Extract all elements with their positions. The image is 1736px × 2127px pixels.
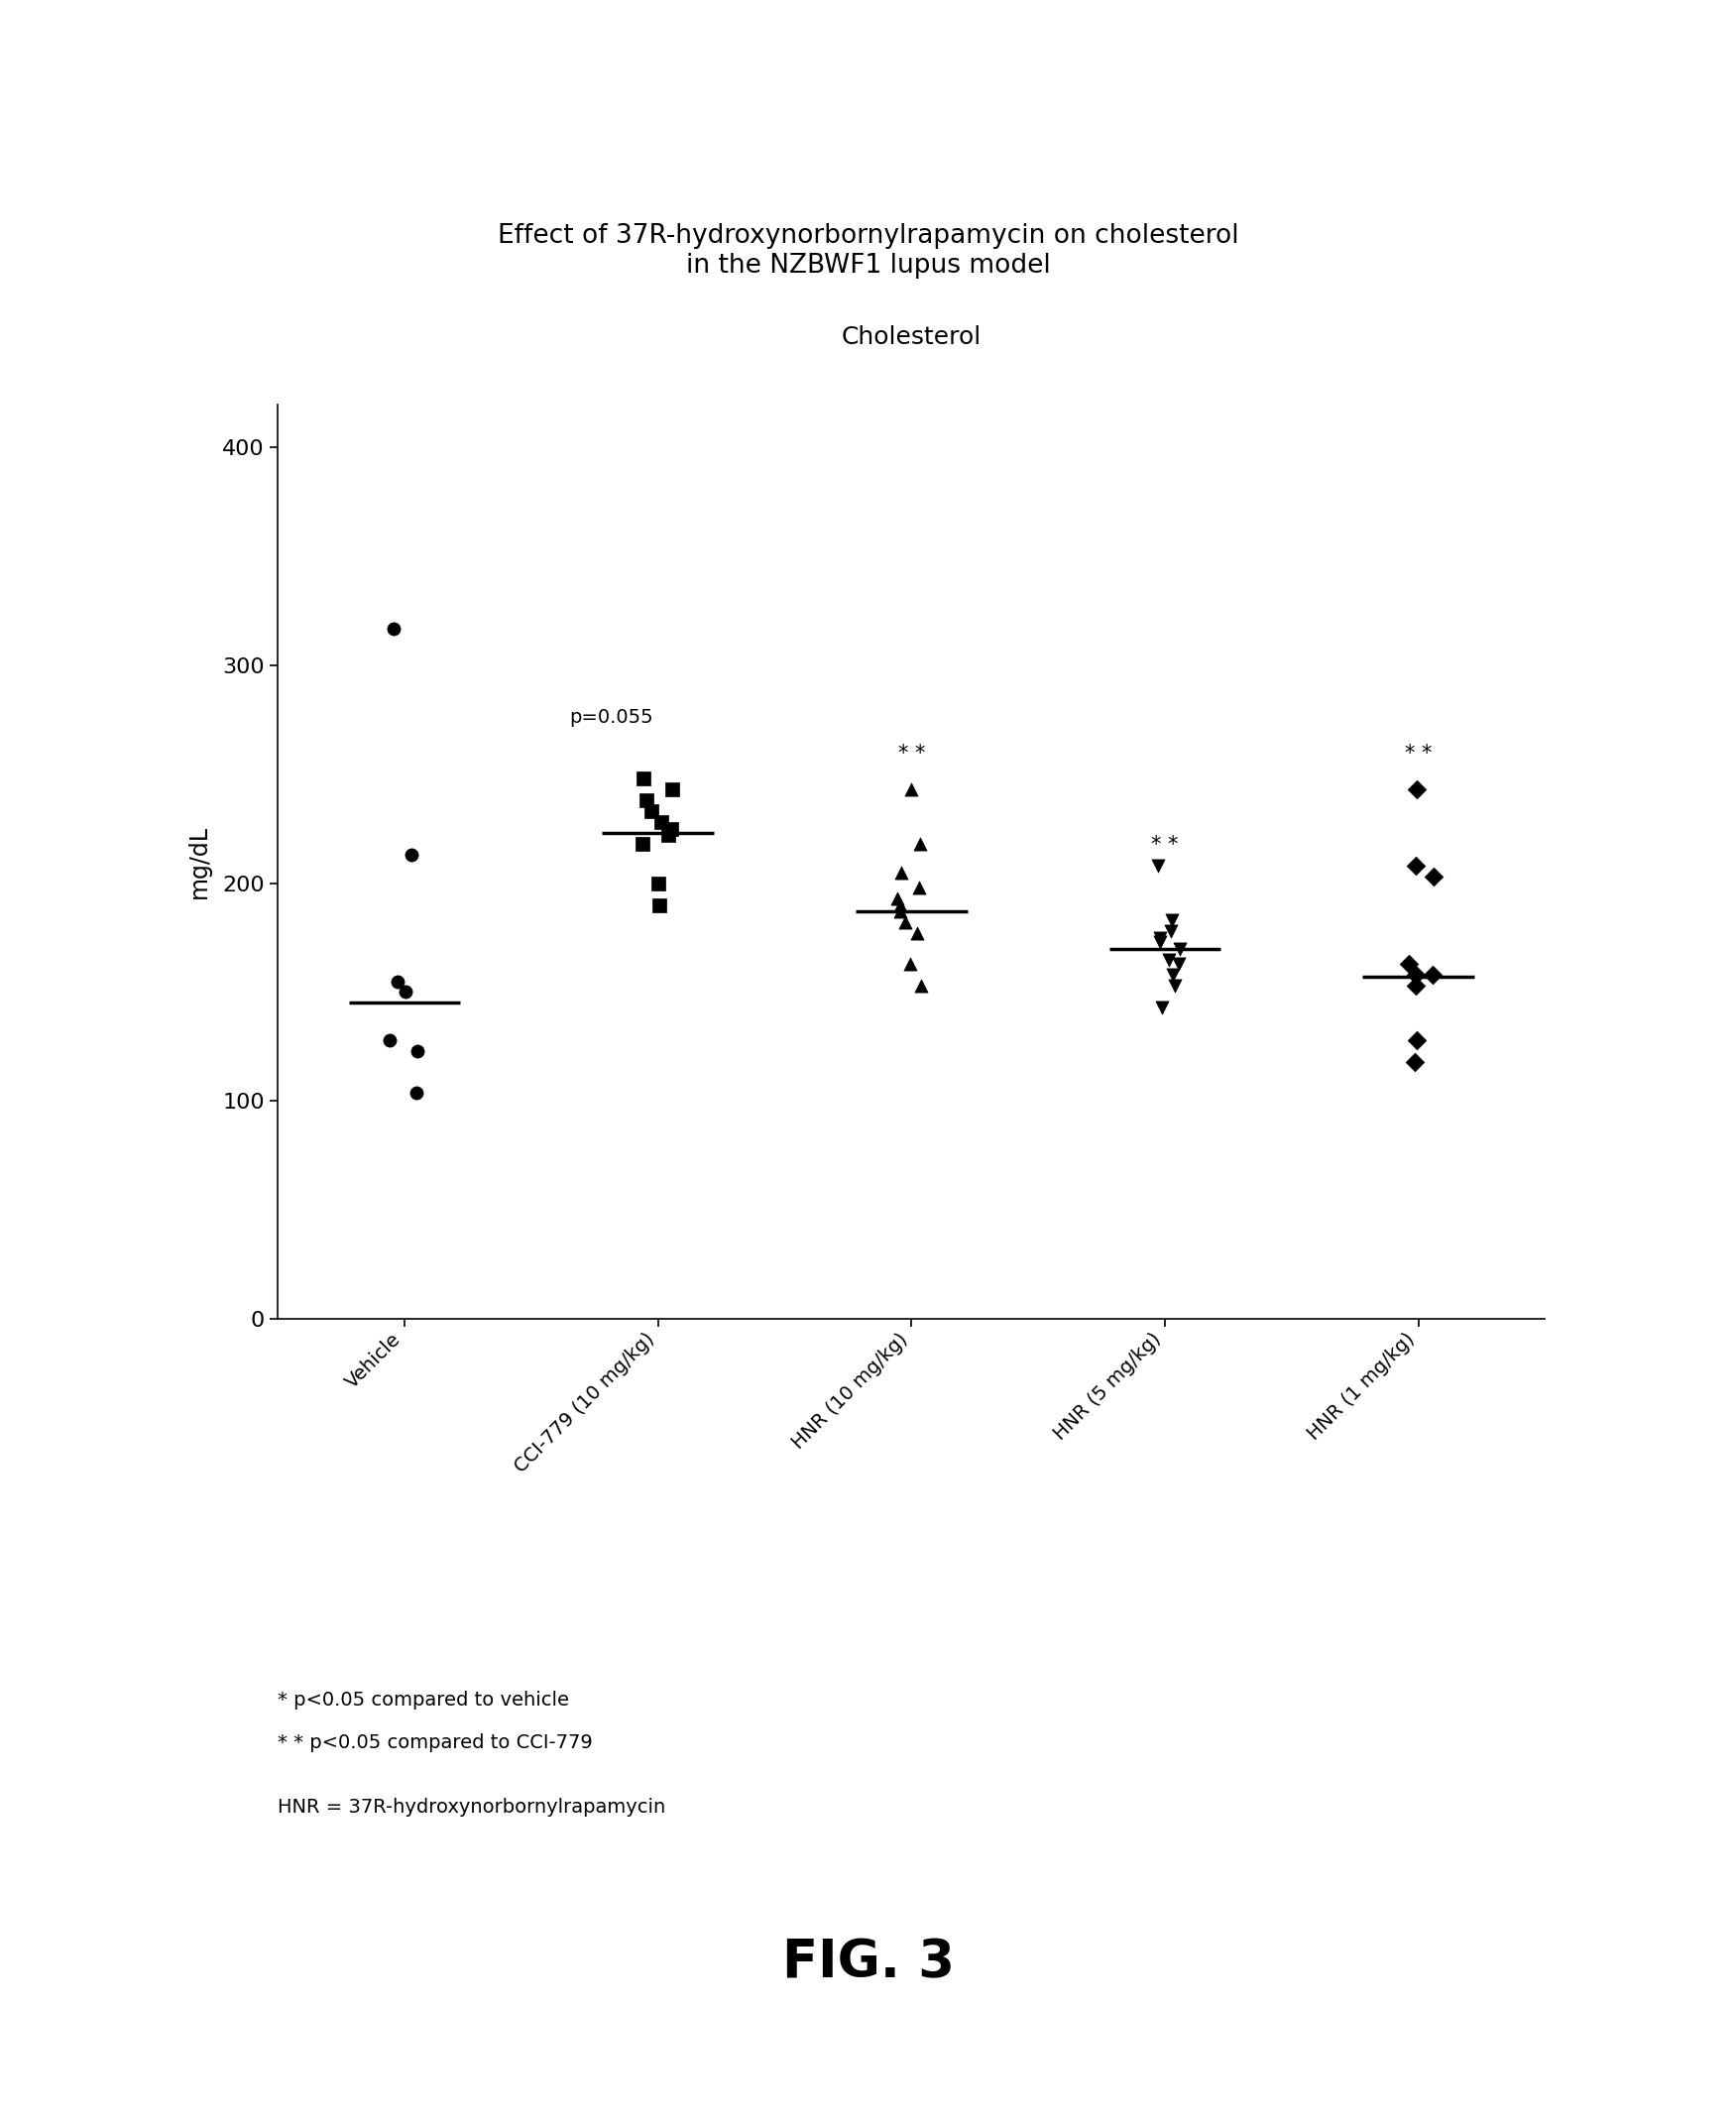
Point — [1403, 968, 1430, 1002]
Text: p=0.055: p=0.055 — [569, 708, 653, 727]
Text: CCI-779 (10 mg/kg): CCI-779 (10 mg/kg) — [510, 1329, 658, 1476]
Point — [392, 974, 420, 1008]
Point — [1161, 968, 1189, 1002]
Point — [887, 855, 915, 889]
Text: FIG. 3: FIG. 3 — [781, 1938, 955, 1989]
Point — [646, 887, 674, 921]
Point — [384, 964, 411, 998]
Point — [637, 793, 665, 827]
Point — [1401, 1044, 1429, 1078]
Point — [1165, 932, 1193, 966]
Point — [658, 772, 686, 806]
Point — [906, 870, 934, 904]
Point — [896, 947, 924, 981]
Text: Vehicle: Vehicle — [342, 1329, 404, 1391]
Point — [1144, 849, 1172, 883]
Point — [898, 772, 925, 806]
Y-axis label: mg/dL: mg/dL — [187, 825, 212, 898]
Point — [892, 906, 920, 940]
Text: Effect of 37R-hydroxynorbornylrapamycin on cholesterol
in the NZBWF1 lupus model: Effect of 37R-hydroxynorbornylrapamycin … — [498, 223, 1238, 279]
Point — [1147, 991, 1175, 1025]
Text: Cholesterol: Cholesterol — [842, 325, 981, 349]
Point — [1146, 921, 1174, 955]
Text: * *: * * — [1151, 836, 1179, 855]
Point — [403, 1034, 431, 1068]
Point — [1158, 904, 1186, 938]
Point — [644, 866, 672, 900]
Point — [380, 610, 408, 644]
Point — [1403, 772, 1430, 806]
Text: HNR = 37R-hydroxynorbornylrapamycin: HNR = 37R-hydroxynorbornylrapamycin — [278, 1797, 665, 1816]
Text: HNR (5 mg/kg): HNR (5 mg/kg) — [1050, 1329, 1165, 1444]
Point — [885, 895, 913, 929]
Point — [630, 761, 658, 795]
Text: HNR (10 mg/kg): HNR (10 mg/kg) — [788, 1329, 911, 1453]
Point — [1394, 947, 1422, 981]
Point — [1403, 1023, 1430, 1057]
Point — [1403, 957, 1430, 991]
Text: * p<0.05 compared to vehicle: * p<0.05 compared to vehicle — [278, 1691, 569, 1710]
Text: * * p<0.05 compared to CCI-779: * * p<0.05 compared to CCI-779 — [278, 1734, 592, 1753]
Point — [1158, 915, 1186, 949]
Point — [903, 917, 930, 951]
Point — [1401, 849, 1429, 883]
Point — [403, 1076, 431, 1110]
Point — [884, 881, 911, 915]
Point — [654, 819, 682, 853]
Point — [1420, 859, 1448, 893]
Point — [1154, 942, 1182, 976]
Point — [648, 806, 675, 840]
Point — [1418, 957, 1446, 991]
Text: * *: * * — [1404, 744, 1432, 764]
Point — [1165, 947, 1193, 981]
Point — [398, 838, 425, 872]
Point — [658, 813, 686, 847]
Point — [375, 1023, 403, 1057]
Point — [887, 887, 915, 921]
Point — [1160, 957, 1187, 991]
Text: * *: * * — [898, 744, 925, 764]
Text: HNR (1 mg/kg): HNR (1 mg/kg) — [1304, 1329, 1418, 1444]
Point — [906, 827, 934, 861]
Point — [634, 783, 661, 817]
Point — [1146, 925, 1174, 959]
Point — [628, 827, 656, 861]
Point — [908, 968, 936, 1002]
